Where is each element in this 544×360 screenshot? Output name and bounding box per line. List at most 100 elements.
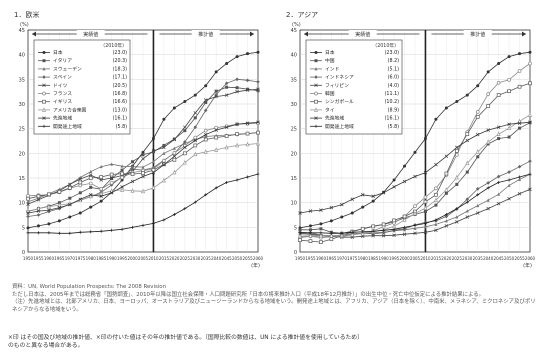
data-point (423, 170, 428, 175)
data-point (256, 80, 260, 84)
data-point (298, 238, 302, 243)
data-point (89, 230, 93, 234)
data-point (444, 154, 449, 159)
data-point (465, 215, 470, 219)
region-arrowhead-right (522, 31, 526, 37)
legend-marker (42, 99, 46, 104)
data-point (36, 224, 40, 228)
data-point (235, 55, 239, 59)
legend-year: （2010年） (372, 42, 399, 49)
data-point (151, 185, 156, 190)
data-point (256, 50, 260, 54)
data-point (36, 209, 41, 213)
data-point (329, 219, 333, 223)
data-point (224, 81, 229, 86)
data-point (423, 199, 428, 204)
region-left-label: 実績値 (83, 31, 98, 38)
x-tick-label: 2055 (514, 256, 525, 261)
data-point (47, 208, 51, 212)
data-point (434, 222, 438, 226)
data-point (57, 189, 62, 194)
data-point (329, 233, 334, 238)
data-point (26, 196, 30, 201)
data-point (413, 174, 417, 179)
legend-marker (314, 83, 318, 88)
data-point (497, 180, 501, 184)
series-8 (26, 120, 260, 215)
data-point (26, 226, 30, 230)
data-point (99, 229, 103, 233)
data-point (57, 231, 61, 235)
data-point (507, 135, 511, 139)
x-tick-label: 2025 (180, 256, 191, 261)
data-point (47, 222, 51, 226)
data-point (246, 175, 250, 179)
data-point (413, 223, 417, 227)
region-left-bg (76, 30, 105, 38)
data-point (130, 167, 135, 171)
data-point (518, 177, 522, 181)
data-point (214, 147, 219, 152)
y-tick-label: 10 (291, 201, 297, 207)
data-point (162, 143, 166, 147)
x-tick-label: 2015 (159, 256, 170, 261)
data-point (46, 203, 51, 209)
data-point (518, 175, 522, 179)
data-point (172, 137, 177, 142)
data-point (36, 213, 41, 217)
data-point (214, 94, 218, 99)
x-tick-label: 2040 (483, 256, 494, 261)
data-point (371, 224, 376, 229)
legend-label: フィリピン (325, 83, 349, 89)
x-tick-label: 1965 (326, 256, 337, 261)
data-point (465, 170, 469, 174)
data-point (434, 218, 438, 222)
data-point (465, 93, 469, 97)
data-point (162, 151, 166, 155)
data-point (507, 183, 511, 187)
data-point (507, 77, 511, 82)
legend-marker (314, 59, 318, 63)
data-point (434, 117, 438, 121)
x-tick-label: 2000 (399, 256, 410, 261)
data-point (246, 52, 250, 56)
data-point (360, 226, 365, 231)
x-axis-label: (年) (251, 262, 260, 269)
data-point (224, 144, 229, 150)
data-point (455, 215, 459, 219)
x-tick-label: 2025 (452, 256, 463, 261)
data-point (319, 231, 323, 235)
data-point (245, 88, 250, 92)
x-tick-label: 2030 (190, 256, 201, 261)
y-axis-label: (%) (20, 22, 29, 28)
data-point (78, 180, 83, 185)
data-point (214, 128, 218, 132)
data-point (68, 215, 72, 219)
data-point (507, 178, 511, 182)
y-tick-label: 25 (291, 127, 297, 133)
data-point (444, 106, 448, 110)
data-point (141, 165, 145, 169)
data-point (319, 227, 323, 231)
data-point (120, 164, 124, 168)
data-point (402, 232, 407, 236)
legend-value: (8.9) (388, 107, 400, 113)
legend-value: (4.0) (388, 83, 400, 89)
y-tick-label: 0 (294, 250, 297, 256)
data-point (89, 205, 93, 209)
data-point (78, 183, 83, 188)
data-point (225, 180, 229, 184)
legend-marker (314, 67, 318, 71)
data-point (497, 137, 501, 141)
data-point (517, 121, 522, 125)
data-point (486, 139, 491, 144)
data-point (120, 171, 124, 176)
data-point (455, 220, 459, 224)
legend-marker (314, 124, 318, 128)
data-point (141, 223, 145, 227)
data-point (444, 224, 449, 228)
data-point (203, 137, 208, 142)
y-tick-label: 35 (291, 77, 297, 83)
x-tick-label: 1975 (75, 256, 86, 261)
data-point (47, 192, 51, 197)
